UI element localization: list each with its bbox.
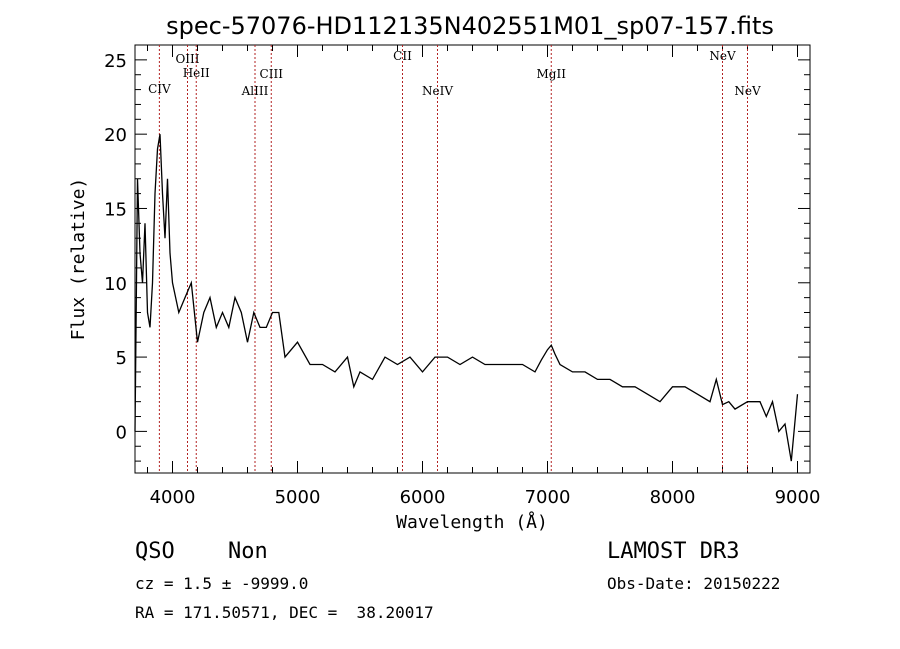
coordinates-readout: RA = 171.50571, DEC = 38.20017 [135,603,434,622]
emission-line-label: CII [393,49,412,63]
emission-line-label: HeII [183,66,210,80]
y-tick-label: 0 [116,422,127,443]
redshift-readout: cz = 1.5 ± -9999.0 [135,574,309,593]
emission-line-label: NeV [734,84,761,98]
emission-line-label: OIII [175,52,199,66]
plot-frame [134,44,811,474]
x-tick-label: 5000 [275,487,321,508]
emission-line-label: NeV [709,49,736,63]
object-class: QSO [135,539,175,564]
y-tick-label: 15 [104,199,127,220]
y-tick-label: 25 [104,51,127,72]
emission-line-label: CIII [260,67,284,81]
y-axis-label: Flux (relative) [68,178,89,341]
y-tick-label: 10 [104,274,127,295]
emission-line-label: MgII [537,67,567,81]
spectrum-line [134,134,799,462]
y-tick-label: 20 [104,125,127,146]
x-axis-label: Wavelength (Å) [396,511,548,533]
observation-date: Obs-Date: 20150222 [607,574,781,593]
x-tick-label: 4000 [150,487,196,508]
emission-line-label: CIV [148,82,171,96]
y-tick-label: 5 [116,348,127,369]
axis-ticks: 4000 5000 6000 7000 8000 9000 0 5 10 15 20 25 [104,44,821,508]
chart-title: spec-57076-HD112135N402551M01_sp07-157.f… [166,12,774,40]
x-tick-label: 7000 [525,487,571,508]
survey-label: LAMOST DR3 [607,539,740,564]
object-subclass: Non [228,539,268,564]
x-tick-label: 8000 [650,487,696,508]
emission-line-label: AlIII [241,84,269,98]
x-tick-label: 9000 [775,487,821,508]
x-tick-label: 6000 [400,487,446,508]
emission-line-label: NeIV [422,84,453,98]
